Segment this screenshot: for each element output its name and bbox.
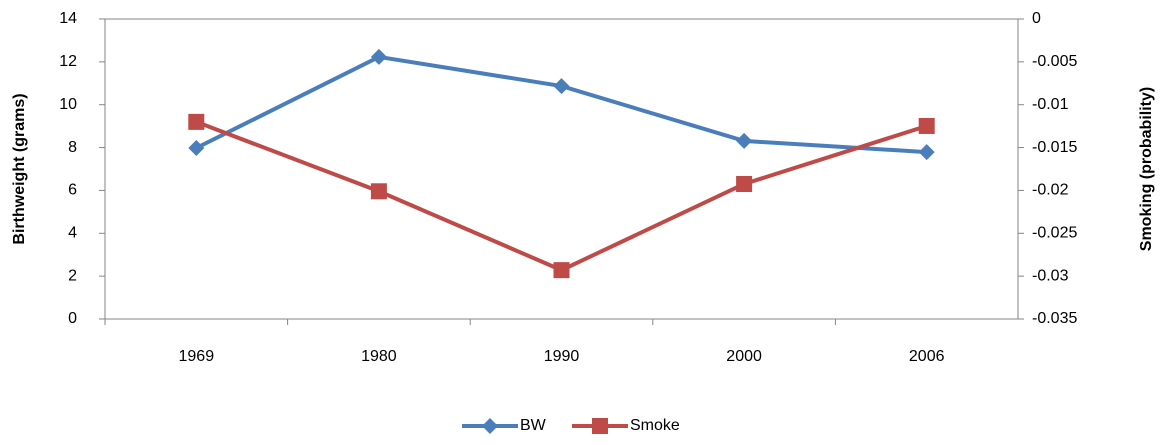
data-point xyxy=(188,113,205,130)
y2-tick-label: -0.025 xyxy=(1032,225,1077,242)
y-tick-label: 0 xyxy=(68,310,77,327)
series-line xyxy=(195,54,927,155)
x-tick-label: 1969 xyxy=(179,348,215,365)
y-tick-label: 8 xyxy=(68,139,77,156)
data-point xyxy=(553,262,570,279)
y2-tick-label: 0 xyxy=(1032,10,1041,27)
data-point xyxy=(736,176,753,192)
legend-label: Smoke xyxy=(630,417,680,434)
data-point xyxy=(918,117,935,134)
y2-tick-label: -0.035 xyxy=(1032,310,1077,327)
plot-area xyxy=(104,18,1019,320)
y-tick-label: 12 xyxy=(59,53,77,70)
data-point xyxy=(370,48,387,65)
x-tick-label: 1980 xyxy=(361,348,397,365)
data-point xyxy=(736,132,753,149)
y-tick-label: 14 xyxy=(59,10,77,27)
y-tick-label: 4 xyxy=(68,225,77,242)
data-point xyxy=(918,144,935,161)
data-point xyxy=(188,140,205,156)
y2-tick-label: -0.03 xyxy=(1032,267,1069,284)
data-point xyxy=(370,183,387,200)
y-tick-label: 2 xyxy=(68,267,77,284)
y2-tick-label: -0.01 xyxy=(1032,96,1069,113)
x-tick-label: 2000 xyxy=(726,348,762,365)
data-point xyxy=(553,78,570,95)
y2-tick-label: -0.005 xyxy=(1032,53,1077,70)
y-tick-label: 6 xyxy=(68,182,77,199)
y2-tick-label: -0.02 xyxy=(1032,182,1069,199)
legend-marker xyxy=(592,418,608,434)
y2-axis-title: Smoking (probability) xyxy=(1138,87,1155,251)
y-axis-title: Birthweight (grams) xyxy=(11,93,28,244)
y2-tick-label: -0.015 xyxy=(1032,139,1077,156)
x-tick-label: 2006 xyxy=(909,348,945,365)
legend-label: BW xyxy=(520,417,547,434)
legend-marker xyxy=(482,418,498,434)
y-tick-label: 10 xyxy=(59,96,77,113)
x-tick-label: 1990 xyxy=(544,348,580,365)
